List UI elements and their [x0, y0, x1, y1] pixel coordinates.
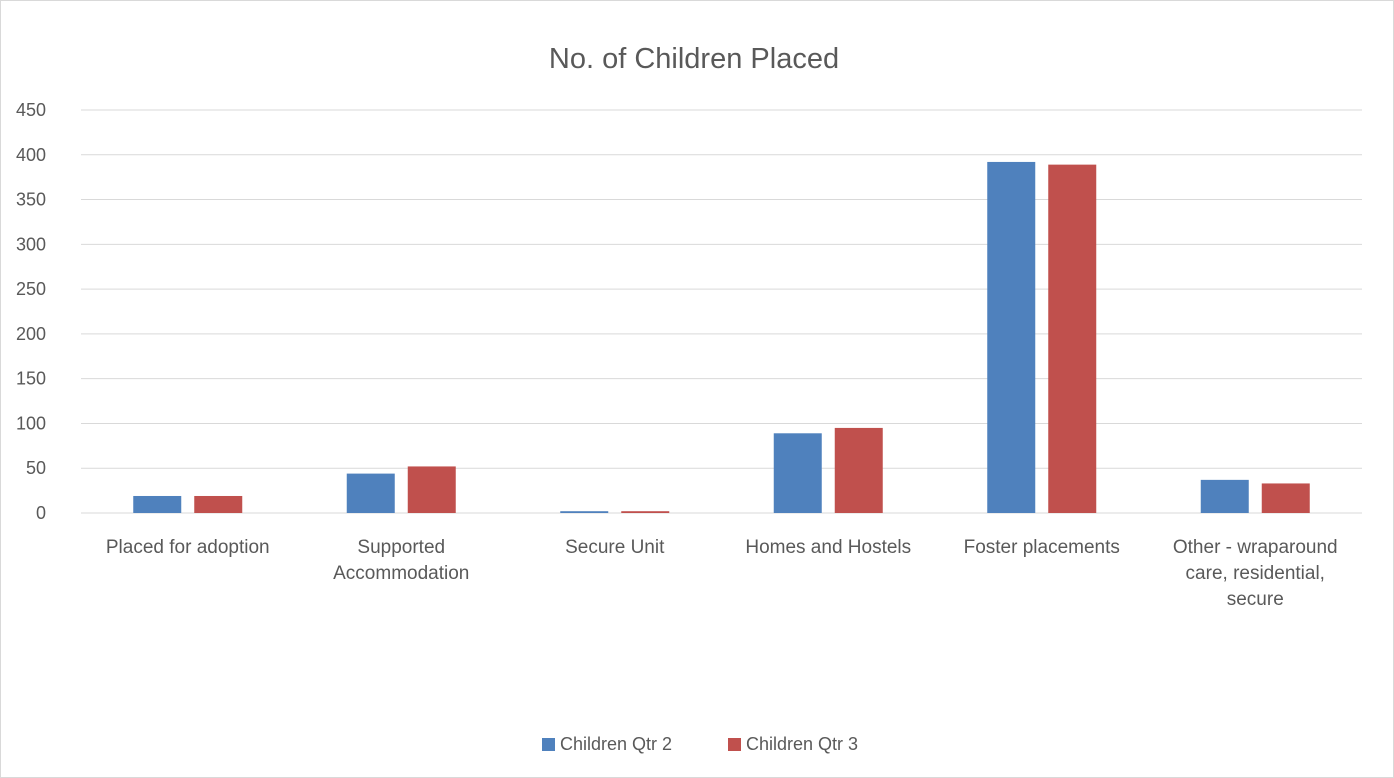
x-axis-category-labels: Placed for adoption Supported Accommodatio…: [106, 537, 1338, 610]
y-tick-label: 450: [16, 100, 46, 120]
y-tick-label: 100: [16, 413, 46, 433]
bar-qtr3-3: [834, 427, 883, 513]
gridlines: [81, 109, 1362, 514]
legend: Children Qtr 2 Children Qtr 3: [542, 734, 858, 754]
bar-qtr2-3: [773, 433, 822, 513]
y-tick-label: 50: [26, 458, 46, 478]
bar-qtr2-0: [133, 495, 182, 513]
y-tick-label: 250: [16, 279, 46, 299]
x-category-label: Other - wraparound: [1173, 537, 1338, 558]
legend-swatch: [728, 738, 741, 751]
x-category-label: Foster placements: [964, 537, 1120, 558]
y-tick-label: 400: [16, 145, 46, 165]
x-category-label: Placed for adoption: [106, 537, 270, 558]
bar-qtr3-1: [407, 466, 456, 513]
bar-qtr2-4: [987, 161, 1036, 514]
y-tick-label: 200: [16, 324, 46, 344]
bar-qtr2-1: [346, 473, 395, 513]
x-category-label: Homes and Hostels: [745, 537, 911, 558]
chart-title: No. of Children Placed: [549, 43, 839, 75]
legend-swatch: [542, 738, 555, 751]
bar-qtr2-2: [560, 511, 609, 513]
bar-qtr3-5: [1261, 483, 1310, 513]
bar-qtr3-2: [621, 511, 670, 513]
y-axis-tick-labels: 0 50 100 150 200 250 300 350 400 450: [16, 100, 46, 523]
legend-label: Children Qtr 3: [746, 734, 858, 754]
bars: [133, 161, 1310, 514]
y-tick-label: 350: [16, 190, 46, 210]
x-category-label: secure: [1227, 589, 1284, 610]
bar-qtr3-4: [1048, 164, 1097, 513]
x-category-label: Accommodation: [333, 563, 469, 584]
legend-label: Children Qtr 2: [560, 734, 672, 754]
bar-qtr3-0: [194, 495, 243, 513]
x-category-label: care, residential,: [1186, 563, 1325, 584]
x-category-label: Supported: [357, 537, 445, 558]
y-tick-label: 0: [36, 503, 46, 523]
bar-qtr2-5: [1200, 479, 1249, 513]
y-tick-label: 300: [16, 234, 46, 254]
y-tick-label: 150: [16, 369, 46, 389]
x-category-label: Secure Unit: [565, 537, 665, 558]
